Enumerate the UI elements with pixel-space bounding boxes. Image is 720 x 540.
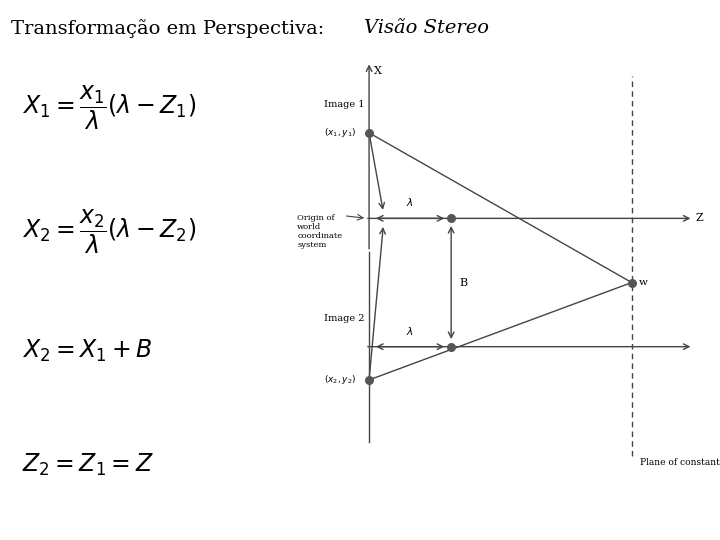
Text: Image 1: Image 1 xyxy=(324,100,364,109)
Text: $(x_1, y_1)$: $(x_1, y_1)$ xyxy=(324,126,356,139)
Point xyxy=(626,278,637,287)
Text: $\lambda$: $\lambda$ xyxy=(406,197,414,208)
Text: w: w xyxy=(639,278,648,287)
Text: Z: Z xyxy=(696,213,703,224)
Text: Image 2: Image 2 xyxy=(324,314,364,322)
Text: $X_2 = X_1 + B$: $X_2 = X_1 + B$ xyxy=(22,338,152,364)
Point xyxy=(446,214,457,222)
Text: $Z_2 = Z_1 = Z$: $Z_2 = Z_1 = Z$ xyxy=(22,451,153,477)
Point xyxy=(446,342,457,351)
Text: Origin of
world
coordinate
system: Origin of world coordinate system xyxy=(297,214,343,249)
Text: $X_1 = \dfrac{x_1}{\lambda}\left(\lambda - Z_1\right)$: $X_1 = \dfrac{x_1}{\lambda}\left(\lambda… xyxy=(22,84,196,132)
Point xyxy=(364,376,375,384)
Text: $X_2 = \dfrac{x_2}{\lambda}\left(\lambda - Z_2\right)$: $X_2 = \dfrac{x_2}{\lambda}\left(\lambda… xyxy=(22,208,196,256)
Point xyxy=(364,129,375,137)
Text: $\lambda$: $\lambda$ xyxy=(406,325,414,337)
Text: B: B xyxy=(459,278,467,287)
Text: Visão Stereo: Visão Stereo xyxy=(364,19,489,37)
Text: X: X xyxy=(374,66,382,76)
Text: $(x_2, y_2)$: $(x_2, y_2)$ xyxy=(324,373,356,386)
Text: Transformação em Perspectiva:: Transformação em Perspectiva: xyxy=(11,19,330,38)
Text: Plane of constant Z: Plane of constant Z xyxy=(640,458,720,468)
